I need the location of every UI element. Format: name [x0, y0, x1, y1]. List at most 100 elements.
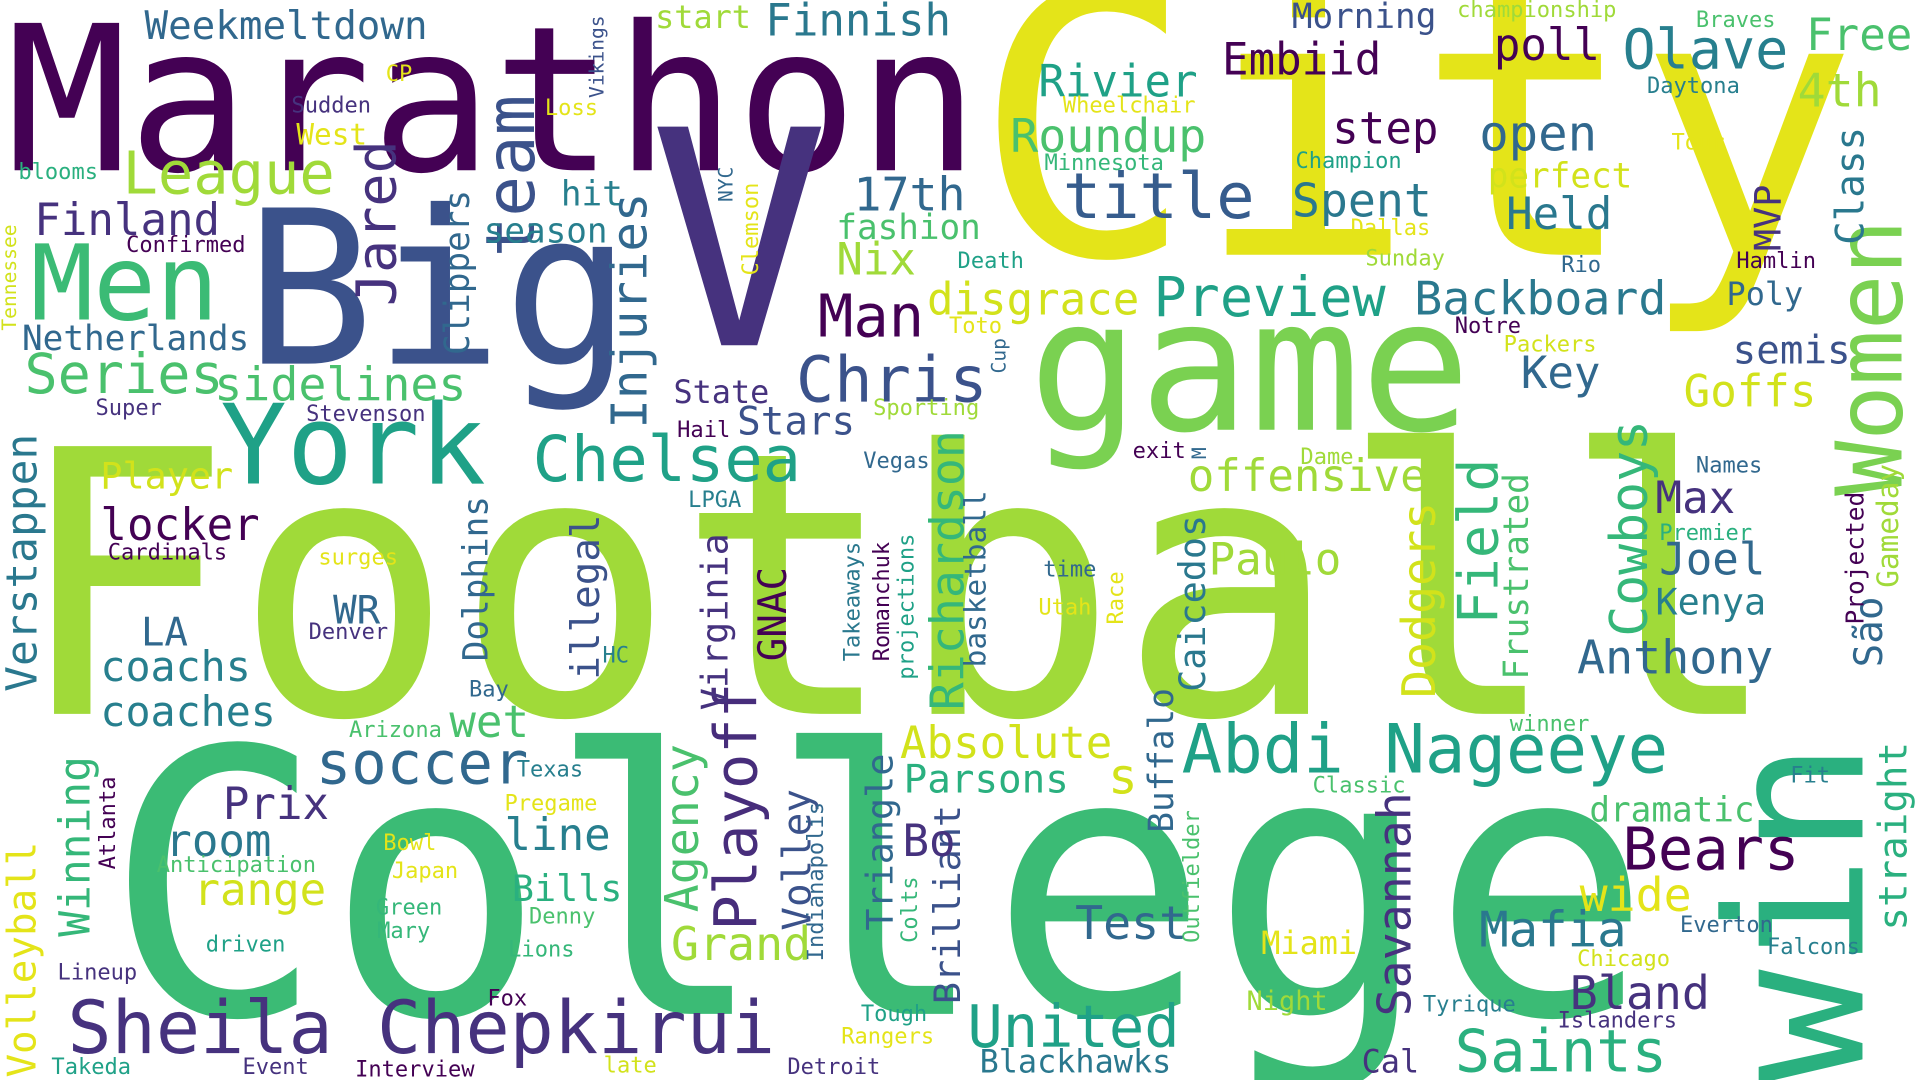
- word-sidelines: sidelines: [214, 357, 467, 412]
- word-held: Held: [1506, 189, 1613, 241]
- word-classic: Classic: [1312, 772, 1406, 799]
- word-romanchuk: Romanchuk: [869, 541, 896, 662]
- word-anthony: Anthony: [1577, 630, 1774, 685]
- word-la: LA: [140, 608, 188, 656]
- word-perfect: perfect: [1487, 155, 1633, 196]
- word-abdi-nageeye: Abdi Nageeye: [1181, 710, 1669, 789]
- word-wide: wide: [1579, 868, 1692, 923]
- word-open: open: [1479, 106, 1598, 163]
- word-bay: Bay: [468, 677, 509, 703]
- word-bills: Bills: [511, 868, 623, 912]
- word-sudden: Sudden: [291, 93, 372, 119]
- word-lineup: Lineup: [57, 960, 138, 986]
- word-college: College: [104, 673, 1653, 1080]
- word-sheila-chepkirui: Sheila Chepkirui: [67, 985, 776, 1072]
- word-mary: Mary: [377, 918, 431, 945]
- word-key: Key: [1520, 348, 1601, 400]
- word-roundup: Roundup: [1010, 108, 1207, 163]
- word-cp: CP: [385, 61, 413, 87]
- word-saints: Saints: [1454, 1017, 1668, 1080]
- word-frustrated: Frustrated: [1496, 473, 1537, 680]
- word-chelsea: Chelsea: [532, 423, 802, 498]
- word-nyc: NYC: [713, 166, 738, 203]
- word-fox: Fox: [487, 985, 528, 1012]
- word-green: Green: [375, 895, 443, 921]
- word-cowboys: Cowboys: [1599, 419, 1660, 637]
- word-offensive: offensive: [1187, 451, 1427, 503]
- word-champion: Champion: [1295, 148, 1402, 174]
- word-finland: Finland: [34, 195, 221, 247]
- word-daytona: Daytona: [1646, 73, 1740, 100]
- word-wet: wet: [449, 697, 530, 749]
- word-v: V: [648, 67, 830, 417]
- word-denny: Denny: [528, 903, 596, 930]
- word-wheelchair: Wheelchair: [1062, 93, 1196, 119]
- word-interview: Interview: [355, 1056, 475, 1080]
- word-japan: Japan: [391, 858, 459, 885]
- word-title: title: [1062, 160, 1255, 234]
- word-wr: WR: [333, 586, 381, 634]
- word-cardinals: Cardinals: [107, 540, 228, 566]
- word-injuries: Injuries: [602, 192, 659, 429]
- word-colts: Colts: [897, 876, 924, 943]
- word-sporting: Sporting: [873, 395, 980, 422]
- word-utah: Utah: [1038, 595, 1092, 621]
- word-jared: Jared: [344, 140, 409, 307]
- word-mvp: MVP: [1747, 184, 1791, 252]
- word-arizona: Arizona: [348, 717, 442, 744]
- word-savannah: Savannah: [1367, 792, 1422, 1017]
- word-cup: Cup: [986, 338, 1011, 374]
- word-step: step: [1332, 104, 1439, 155]
- word-exit: exit: [1132, 438, 1186, 465]
- word-minnesota: Minnesota: [1044, 150, 1164, 177]
- word-football: Football: [12, 373, 1782, 801]
- word-fit: Fit: [1790, 762, 1831, 789]
- word-chicago: Chicago: [1577, 946, 1671, 973]
- word-tennessee: Tennessee: [0, 224, 21, 331]
- word-braves: Braves: [1695, 7, 1776, 34]
- word-line: line: [504, 810, 611, 861]
- word-super: Super: [95, 395, 162, 422]
- word-morning: Morning: [1291, 0, 1437, 37]
- word-death: Death: [957, 248, 1024, 275]
- word-hit: hit: [560, 173, 623, 215]
- word-blooms: blooms: [18, 159, 98, 185]
- word-race: Race: [1103, 571, 1129, 625]
- word-verstappen: Verstappen: [0, 433, 48, 692]
- word-s: s: [1108, 749, 1138, 806]
- word-chris: Chris: [795, 344, 988, 418]
- word-room: room: [165, 816, 272, 867]
- word-islanders: Islanders: [1557, 1007, 1678, 1034]
- word-surges: surges: [318, 544, 399, 571]
- word-bo: Bo: [902, 816, 956, 867]
- word-absolute: Absolute: [900, 718, 1113, 769]
- word-caicedos: Caicedos: [1171, 514, 1215, 692]
- word-hc: HC: [602, 642, 630, 669]
- word-disgrace: disgrace: [926, 275, 1140, 326]
- word-parsons: Parsons: [903, 755, 1069, 803]
- word-agency: Agency: [655, 744, 709, 913]
- word-premier: Premier: [1659, 520, 1753, 547]
- word-anticipation: Anticipation: [156, 852, 316, 878]
- word-winner: winner: [1509, 711, 1590, 738]
- word-start: start: [655, 0, 751, 37]
- word-buffalo: Buffalo: [1141, 688, 1182, 833]
- word-lpga: LPGA: [688, 487, 742, 514]
- word-free: Free: [1806, 11, 1913, 62]
- word-tyrique: Tyrique: [1422, 991, 1516, 1018]
- word-coachs: coachs: [100, 642, 251, 692]
- word-bears: Bears: [1622, 815, 1800, 885]
- word-game: game: [1028, 260, 1471, 474]
- word-netherlands: Netherlands: [22, 318, 250, 359]
- word-olave: Olave: [1622, 17, 1789, 83]
- word-york: York: [220, 382, 486, 511]
- word-series: Series: [24, 341, 224, 407]
- word-basketball: basketball: [958, 490, 994, 668]
- word-dallas: Dallas: [1350, 215, 1431, 242]
- word-state: State: [673, 374, 770, 412]
- word-poll: poll: [1493, 20, 1601, 72]
- word-goffs: Goffs: [1683, 367, 1817, 418]
- word-nix: Nix: [836, 235, 916, 286]
- word-rivier: Rivier: [1038, 57, 1198, 108]
